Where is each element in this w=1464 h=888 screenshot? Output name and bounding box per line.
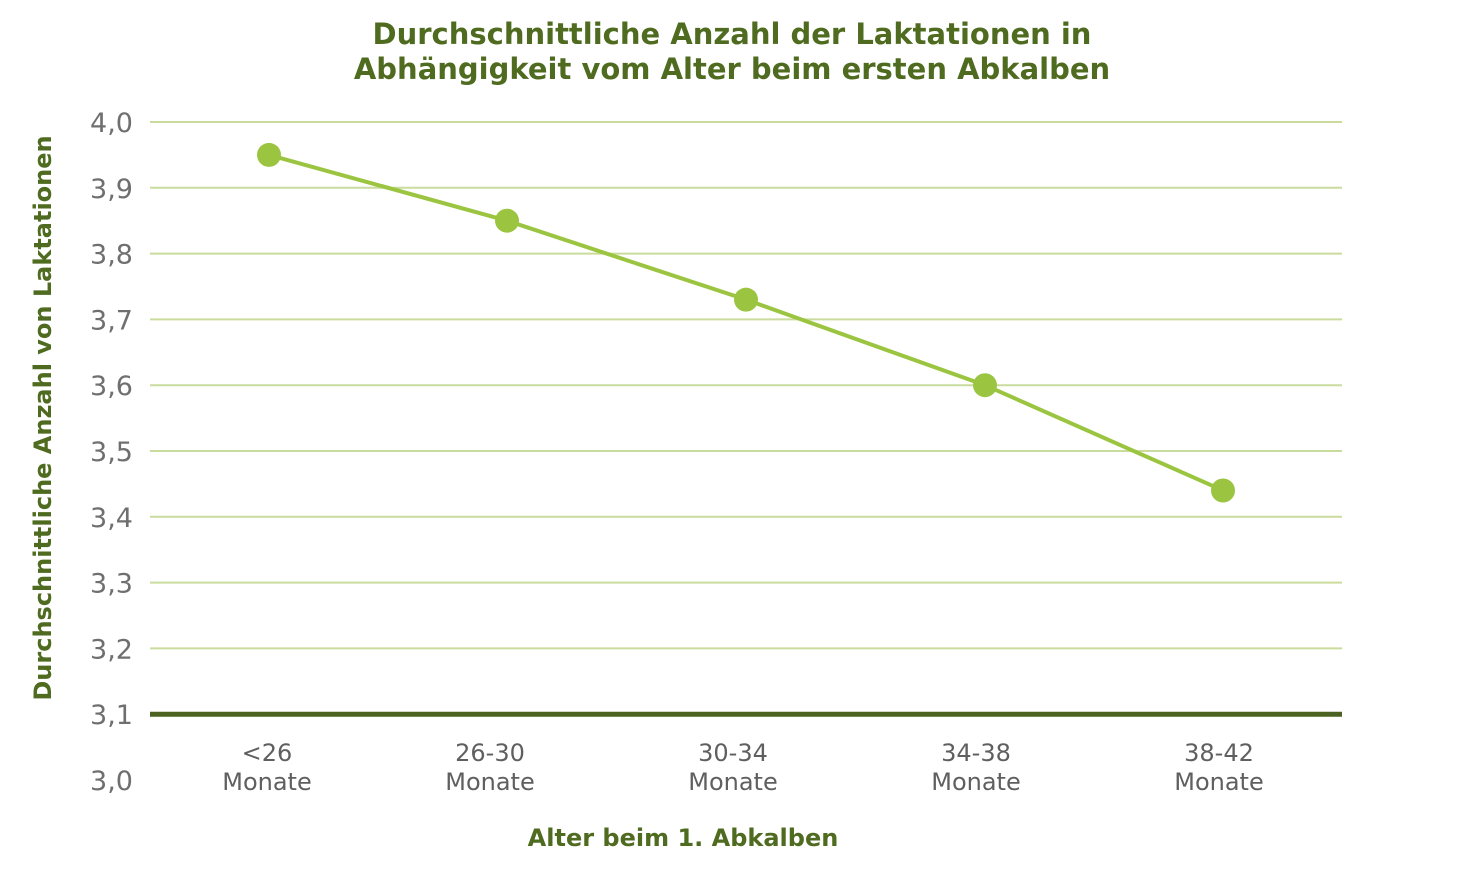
y-tick-label: 3,5 (90, 437, 133, 468)
x-tick-range: 30-34 (698, 739, 768, 767)
x-tick-unit: Monate (445, 768, 534, 796)
x-tick-unit: Monate (1174, 768, 1263, 796)
y-tick-label: 4,0 (90, 108, 133, 139)
y-axis-title: Durchschnittliche Anzahl von Laktationen (29, 135, 57, 700)
x-tick-unit: Monate (222, 768, 311, 796)
chart-title: Durchschnittliche Anzahl der Laktationen… (354, 17, 1110, 86)
series-laktationen (257, 142, 1235, 503)
data-point (257, 142, 281, 167)
data-point (1211, 478, 1235, 503)
data-point (495, 208, 519, 233)
y-tick-label: 3,0 (90, 766, 133, 797)
x-axis-tick-labels: <26Monate26-30Monate30-34Monate34-38Mona… (222, 739, 1263, 796)
grid-lines (150, 121, 1342, 717)
y-tick-label: 3,7 (90, 305, 133, 336)
y-tick-label: 3,4 (90, 503, 133, 534)
y-tick-label: 3,9 (90, 174, 133, 205)
y-tick-label: 3,8 (90, 240, 133, 271)
chart-title-line-1: Durchschnittliche Anzahl der Laktationen… (373, 17, 1092, 51)
x-tick-range: <26 (242, 739, 293, 767)
x-tick-unit: Monate (688, 768, 777, 796)
x-tick-range: 34-38 (941, 739, 1011, 767)
y-axis-tick-labels: 4,0 3,9 3,8 3,7 3,6 3,5 3,4 3,3 3,2 3,1 3,0 (90, 108, 133, 797)
x-axis-title: Alter beim 1. Abkalben (528, 824, 839, 852)
series-line (268, 152, 1224, 493)
data-point (734, 287, 758, 312)
data-point (973, 373, 997, 398)
y-tick-label: 3,6 (90, 371, 133, 402)
y-tick-label: 3,2 (90, 634, 133, 665)
x-tick-range: 26-30 (455, 739, 525, 767)
chart-title-line-2: Abhängigkeit vom Alter beim ersten Abkal… (354, 52, 1110, 86)
y-tick-label: 3,1 (90, 700, 133, 731)
y-tick-label: 3,3 (90, 569, 133, 600)
x-tick-unit: Monate (931, 768, 1020, 796)
x-tick-range: 38-42 (1184, 739, 1254, 767)
